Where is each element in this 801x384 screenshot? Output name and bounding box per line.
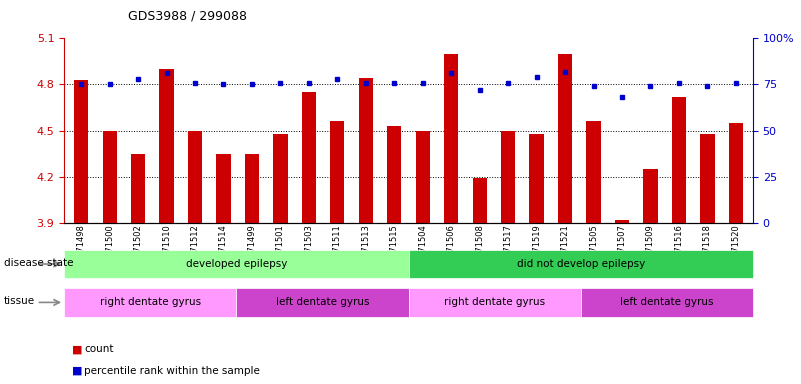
Bar: [103, 131, 117, 223]
Text: did not develop epilepsy: did not develop epilepsy: [517, 259, 645, 269]
Bar: [216, 154, 231, 223]
Bar: [74, 80, 88, 223]
Bar: [501, 131, 515, 223]
Bar: [700, 134, 714, 223]
Bar: [558, 54, 572, 223]
Bar: [236, 288, 409, 317]
Bar: [444, 54, 458, 223]
Bar: [643, 169, 658, 223]
Bar: [302, 92, 316, 223]
Text: right dentate gyrus: right dentate gyrus: [444, 297, 545, 308]
Bar: [359, 78, 373, 223]
Text: percentile rank within the sample: percentile rank within the sample: [84, 366, 260, 376]
Text: developed epilepsy: developed epilepsy: [186, 259, 287, 269]
Text: left dentate gyrus: left dentate gyrus: [276, 297, 369, 308]
Bar: [64, 288, 236, 317]
Bar: [581, 288, 753, 317]
Text: tissue: tissue: [4, 296, 35, 306]
Bar: [188, 131, 202, 223]
Bar: [529, 134, 544, 223]
Text: disease state: disease state: [4, 258, 74, 268]
Bar: [416, 131, 430, 223]
Bar: [409, 250, 753, 278]
Bar: [159, 69, 174, 223]
Bar: [409, 288, 581, 317]
Text: GDS3988 / 299088: GDS3988 / 299088: [128, 10, 248, 23]
Bar: [729, 123, 743, 223]
Text: count: count: [84, 344, 114, 354]
Text: left dentate gyrus: left dentate gyrus: [620, 297, 714, 308]
Bar: [586, 121, 601, 223]
Bar: [330, 121, 344, 223]
Bar: [64, 250, 409, 278]
Text: ■: ■: [72, 344, 83, 354]
Bar: [273, 134, 288, 223]
Bar: [615, 220, 629, 223]
Bar: [387, 126, 401, 223]
Bar: [131, 154, 145, 223]
Bar: [672, 97, 686, 223]
Bar: [245, 154, 259, 223]
Text: ■: ■: [72, 366, 83, 376]
Text: right dentate gyrus: right dentate gyrus: [99, 297, 201, 308]
Bar: [473, 178, 487, 223]
